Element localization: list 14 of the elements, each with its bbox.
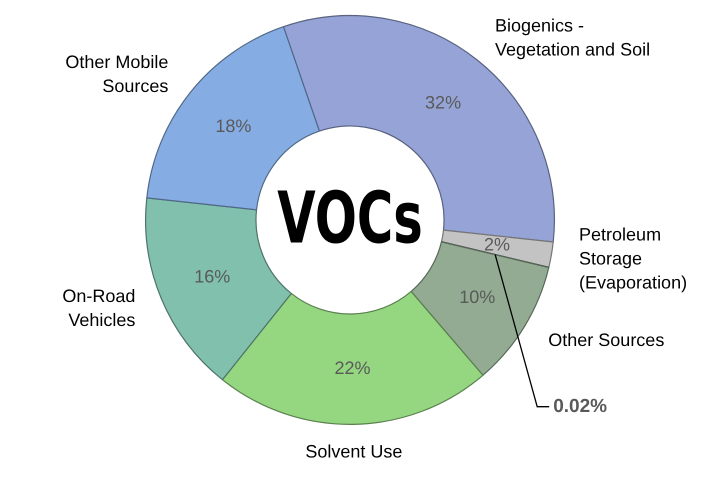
- text: VOCs: [277, 178, 423, 260]
- slice-label: Solvent Use: [305, 441, 402, 462]
- data-label: 32%: [425, 92, 462, 112]
- slice-label: Petroleum Storage (Evaporation): [579, 224, 688, 292]
- data-label: 2%: [484, 234, 510, 254]
- data-label: 22%: [334, 358, 371, 378]
- data-label: 18%: [215, 116, 252, 136]
- data-label: 16%: [194, 266, 230, 286]
- slice-label: Other Mobile Sources: [65, 52, 168, 96]
- slice-label: Other Sources: [548, 330, 664, 350]
- slice-label: Biogenics - Vegetation and Soil: [494, 15, 650, 60]
- slice-label: On-Road Vehicles: [62, 286, 136, 330]
- data-label: 0.02%: [553, 396, 608, 417]
- data-label: 10%: [459, 286, 496, 307]
